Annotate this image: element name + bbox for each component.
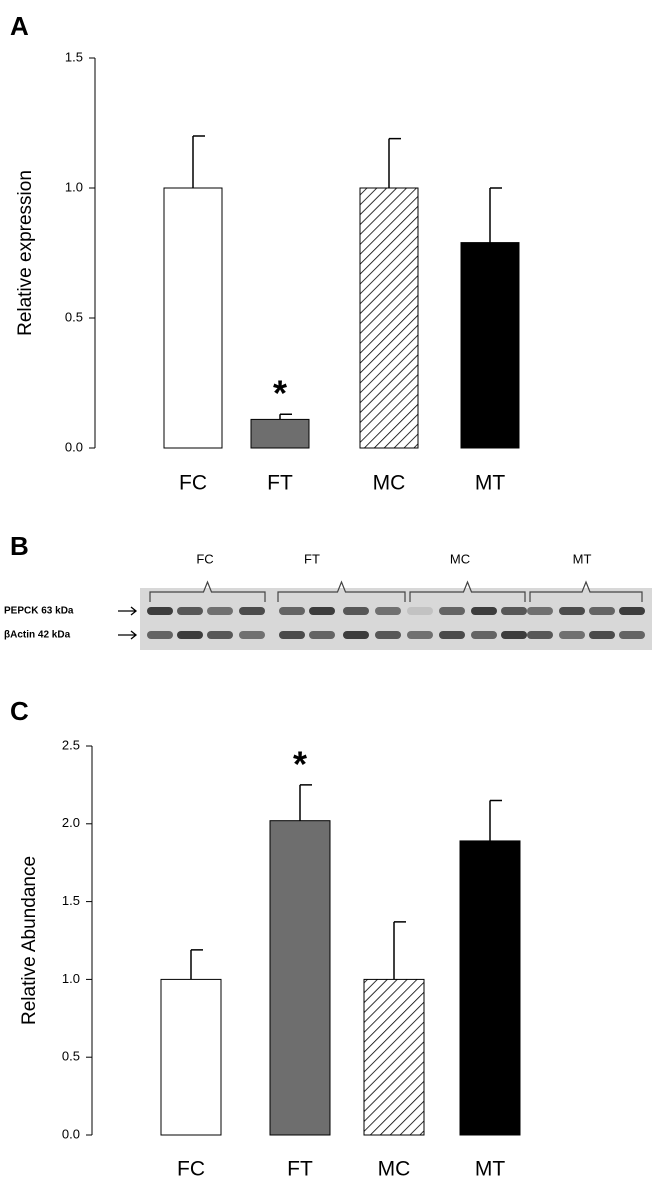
- blot-braces: [149, 580, 643, 602]
- blot-band: [471, 607, 497, 615]
- error-bar: [489, 187, 502, 243]
- x-tick-label: FT: [287, 1158, 313, 1181]
- x-tick-label: MC: [373, 472, 406, 495]
- blot-band: [439, 607, 465, 615]
- error-bar: [192, 135, 205, 188]
- blot-row-label: βActin 42 kDa: [4, 630, 71, 641]
- blot-arrows: [118, 606, 138, 640]
- blot-band: [471, 631, 497, 639]
- significance-marker: *: [293, 743, 307, 784]
- y-axis-label: Relative Abundance: [19, 856, 40, 1025]
- blot-brace: [409, 580, 526, 602]
- error-bar: [388, 137, 401, 188]
- y-tick-label: 1.0: [65, 179, 83, 194]
- blot-band: [407, 631, 433, 639]
- blot-brace: [149, 580, 266, 602]
- blot-band: [279, 607, 305, 615]
- blot-band: [619, 631, 645, 639]
- bar: [250, 418, 310, 449]
- bar: [160, 978, 222, 1136]
- error-bar: [279, 413, 292, 420]
- blot-band: [239, 607, 265, 615]
- blot-band: [375, 607, 401, 615]
- blot-band: [343, 607, 369, 615]
- y-tick-label: 0.5: [62, 1049, 80, 1064]
- panel-label: B: [10, 531, 29, 561]
- bar: [460, 242, 520, 449]
- blot-band: [177, 631, 203, 639]
- error-bar: [299, 784, 312, 821]
- bar: [363, 978, 425, 1136]
- blot-group-label: FC: [196, 551, 213, 566]
- blot-band: [147, 631, 173, 639]
- error-bar: [489, 799, 502, 841]
- blot-band: [147, 607, 173, 615]
- blot-band: [309, 631, 335, 639]
- blot-band: [619, 607, 645, 615]
- x-tick-label: FC: [177, 1158, 205, 1181]
- bar: [163, 187, 223, 449]
- blot-band: [309, 607, 335, 615]
- error-bar: [393, 921, 406, 980]
- x-tick-label: FT: [267, 472, 293, 495]
- blot-row-label: PEPCK 63 kDa: [4, 606, 74, 617]
- blot-band: [527, 631, 553, 639]
- y-axis-label: Relative expression: [15, 170, 36, 336]
- blot-band: [375, 631, 401, 639]
- blot-group-label: FT: [304, 551, 320, 566]
- x-tick-label: MT: [475, 1158, 505, 1181]
- blot-band: [439, 631, 465, 639]
- bar: [459, 840, 521, 1136]
- x-tick-label: MT: [475, 472, 505, 495]
- blot-membrane: [140, 588, 652, 650]
- blot-group-label: MC: [450, 551, 470, 566]
- y-tick-label: 0.0: [62, 1126, 80, 1141]
- y-tick-label: 1.5: [65, 49, 83, 64]
- y-tick-label: 1.5: [62, 893, 80, 908]
- blot-band: [207, 631, 233, 639]
- y-tick-label: 0.0: [65, 439, 83, 454]
- significance-marker: *: [273, 373, 287, 414]
- bar: [269, 820, 331, 1136]
- blot-band: [589, 607, 615, 615]
- y-tick-label: 1.0: [62, 971, 80, 986]
- blot-band: [239, 631, 265, 639]
- blot: FC FT MC MT PEPCK 63 kDa βActin 42 kDa: [4, 551, 652, 650]
- x-tick-label: FC: [179, 472, 207, 495]
- panel-label: A: [10, 11, 29, 41]
- blot-brace: [277, 580, 406, 602]
- blot-brace: [529, 580, 643, 602]
- bar: [359, 187, 419, 449]
- blot-band: [527, 607, 553, 615]
- blot-group-label: MT: [573, 551, 592, 566]
- blot-band: [501, 631, 527, 639]
- error-bar: [190, 949, 203, 980]
- blot-band: [559, 607, 585, 615]
- blot-band: [279, 631, 305, 639]
- blot-band: [559, 631, 585, 639]
- blot-band: [407, 607, 433, 615]
- y-tick-label: 2.5: [62, 737, 80, 752]
- blot-band: [343, 631, 369, 639]
- blot-band: [207, 607, 233, 615]
- blot-band: [589, 631, 615, 639]
- panel-label: C: [10, 696, 29, 726]
- x-tick-label: MC: [378, 1158, 411, 1181]
- blot-band: [501, 607, 527, 615]
- blot-band: [177, 607, 203, 615]
- y-tick-label: 2.0: [62, 815, 80, 830]
- y-tick-label: 0.5: [65, 309, 83, 324]
- blot-bands: [147, 607, 645, 639]
